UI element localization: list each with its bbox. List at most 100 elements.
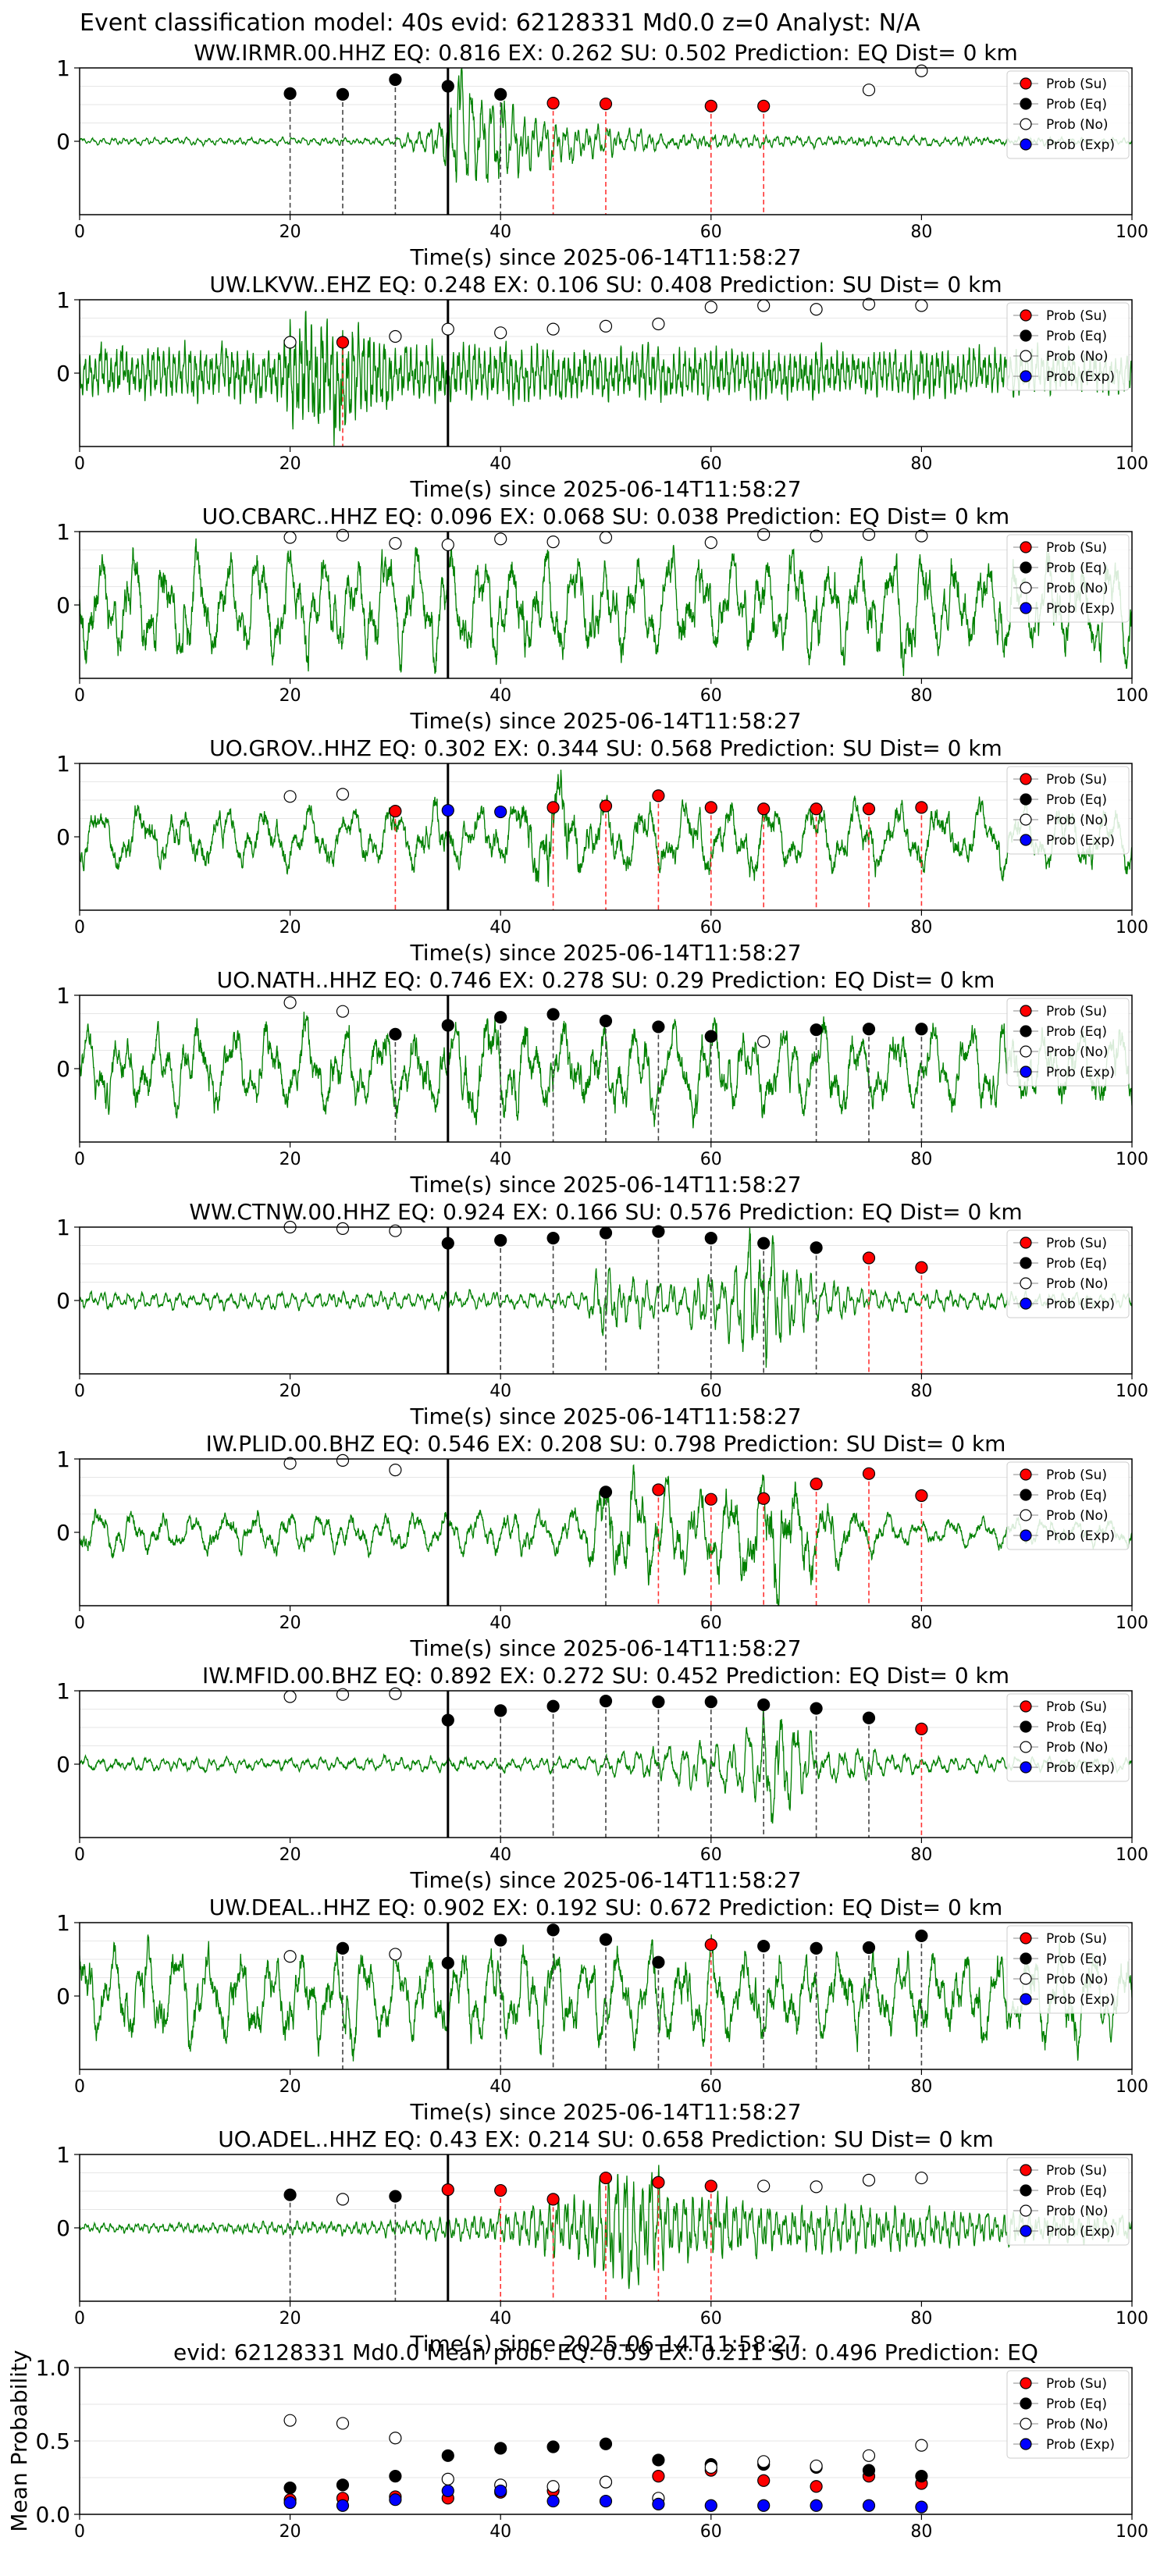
x-tick-label: 60	[700, 222, 722, 242]
x-tick-label: 80	[910, 1614, 932, 1633]
plot-area	[80, 2368, 1132, 2478]
legend-label: Prob (No)	[1046, 1276, 1109, 1292]
legend-box	[1006, 1925, 1130, 2014]
plot-area	[80, 1923, 1132, 2069]
x-tick-label: 20	[279, 222, 301, 242]
mean-dot-eq	[599, 2437, 613, 2450]
prob-dot-su	[704, 2179, 717, 2193]
prob-dot-eq	[599, 1226, 613, 1240]
legend-box	[1006, 998, 1130, 1087]
waveform-trace	[80, 1011, 1132, 1129]
prob-dot-su	[599, 2171, 613, 2185]
legend: Prob (Su) Prob (Eq) Prob (No) Prob (Exp)	[1006, 1925, 1130, 2014]
legend-label: Prob (Exp)	[1046, 1528, 1115, 1544]
prob-dot-eq	[915, 1929, 928, 1943]
prob-dot-no	[283, 790, 297, 803]
prob-dot-no	[862, 297, 876, 311]
mean-dot-no	[283, 2414, 297, 2427]
mean-dot-eq	[494, 2442, 507, 2455]
prob-dot-eq	[652, 1695, 665, 1709]
mean-dot-no	[810, 2459, 823, 2473]
legend: Prob (Su) Prob (Eq) Prob (No) Prob (Exp)	[1006, 1461, 1130, 1550]
prob-dot-su	[494, 2183, 507, 2197]
x-axis-label: Time(s) since 2025-06-14T11:58:27	[409, 1404, 801, 1429]
prob-dot-eq	[494, 87, 507, 101]
y-tick-label: 1	[56, 1215, 70, 1240]
chart-panel: IW.PLID.00.BHZ EQ: 0.546 EX: 0.208 SU: 0…	[56, 1431, 1148, 1661]
axes-frame	[79, 531, 1133, 679]
prob-dot-eq	[546, 1008, 560, 1021]
legend-label: Prob (Su)	[1046, 2163, 1107, 2179]
legend-label: Prob (No)	[1046, 2204, 1109, 2219]
prob-dot-no	[915, 2171, 928, 2185]
mean-dot-exp	[915, 2500, 928, 2514]
plot-area	[80, 763, 1132, 910]
chart-title: WW.CTNW.00.HHZ EQ: 0.924 EX: 0.166 SU: 0…	[189, 1199, 1022, 1225]
x-axis-label: Time(s) since 2025-06-14T11:58:27	[409, 940, 801, 966]
prob-dot-su	[336, 336, 350, 349]
prob-dot-no	[441, 538, 454, 552]
mean-dot-su	[810, 2480, 823, 2493]
prob-dot-no	[915, 529, 928, 543]
legend-marker-eq	[1020, 2184, 1032, 2197]
legend-marker-su	[1020, 309, 1032, 322]
prob-dot-eq	[757, 1236, 771, 1250]
plot-area	[80, 995, 1132, 1142]
x-axis-label: Time(s) since 2025-06-14T11:58:27	[409, 708, 801, 734]
legend-label: Prob (Exp)	[1046, 601, 1115, 617]
legend-marker-su	[1020, 2377, 1032, 2389]
mean-dot-no	[915, 2439, 928, 2452]
legend-label: Prob (Exp)	[1046, 1065, 1115, 1080]
chart-title: UO.CBARC..HHZ EQ: 0.096 EX: 0.068 SU: 0.…	[202, 503, 1009, 529]
mean-dot-exp	[336, 2499, 350, 2512]
prob-dot-su	[862, 1251, 876, 1265]
legend-marker-eq	[1020, 2397, 1032, 2410]
legend-marker-exp	[1020, 834, 1032, 846]
chart-title: UO.GROV..HHZ EQ: 0.302 EX: 0.344 SU: 0.5…	[209, 735, 1002, 761]
prob-dot-no	[389, 536, 402, 550]
mean-dot-eq	[546, 2440, 560, 2453]
x-tick-label: 60	[700, 686, 722, 706]
legend: Prob (Su) Prob (Eq) Prob (No) Prob (Exp)	[1006, 534, 1130, 623]
plot-area	[80, 1691, 1132, 1838]
legend-label: Prob (Eq)	[1046, 1720, 1107, 1735]
legend-label: Prob (Su)	[1046, 1699, 1107, 1715]
prob-dot-no	[862, 2173, 876, 2186]
legend-marker-exp	[1020, 1297, 1032, 1310]
legend-marker-no	[1020, 1277, 1032, 1290]
plot-area	[80, 532, 1132, 678]
legend-marker-eq	[1020, 329, 1032, 342]
legend-label: Prob (Exp)	[1046, 833, 1115, 849]
chart-title: IW.MFID.00.BHZ EQ: 0.892 EX: 0.272 SU: 0…	[202, 1663, 1009, 1688]
prob-dot-eq	[862, 1023, 876, 1036]
legend-label: Prob (Su)	[1046, 1004, 1107, 1019]
legend-label: Prob (No)	[1046, 1740, 1109, 1756]
y-tick-label: 1	[56, 519, 70, 545]
x-tick-label: 100	[1116, 1382, 1148, 1401]
legend-marker-eq	[1020, 1025, 1032, 1037]
legend-label: Prob (Exp)	[1046, 137, 1115, 153]
prob-dot-no	[757, 2179, 771, 2193]
prob-dot-eq	[441, 1019, 454, 1032]
x-axis-label: Time(s) since 2025-06-14T11:58:27	[409, 476, 801, 502]
legend-box	[1006, 1229, 1130, 1318]
x-tick-label: 40	[489, 2309, 511, 2329]
legend: Prob (Su) Prob (Eq) Prob (No) Prob (Exp)	[1006, 1229, 1130, 1318]
x-tick-label: 100	[1116, 222, 1148, 242]
legend-marker-eq	[1020, 98, 1032, 110]
prob-dot-no	[283, 1950, 297, 1963]
x-tick-label: 40	[489, 2522, 511, 2542]
chart-panel: UW.DEAL..HHZ EQ: 0.902 EX: 0.192 SU: 0.6…	[56, 1895, 1148, 2125]
legend-label: Prob (Eq)	[1046, 2183, 1107, 2199]
prob-dot-su	[915, 801, 928, 814]
prob-dot-no	[389, 1948, 402, 1961]
prob-dot-eq	[810, 1023, 823, 1037]
legend-label: Prob (Eq)	[1046, 329, 1107, 344]
prob-dot-no	[494, 326, 507, 340]
y-axis-label: Mean Probability	[6, 2350, 32, 2532]
legend-marker-exp	[1020, 1529, 1032, 1542]
x-tick-label: 20	[279, 454, 301, 474]
legend: Prob (Su) Prob (Eq) Prob (No) Prob (Exp)	[1006, 2157, 1130, 2246]
prob-dot-eq	[546, 1923, 560, 1937]
legend-marker-no	[1020, 1741, 1032, 1753]
